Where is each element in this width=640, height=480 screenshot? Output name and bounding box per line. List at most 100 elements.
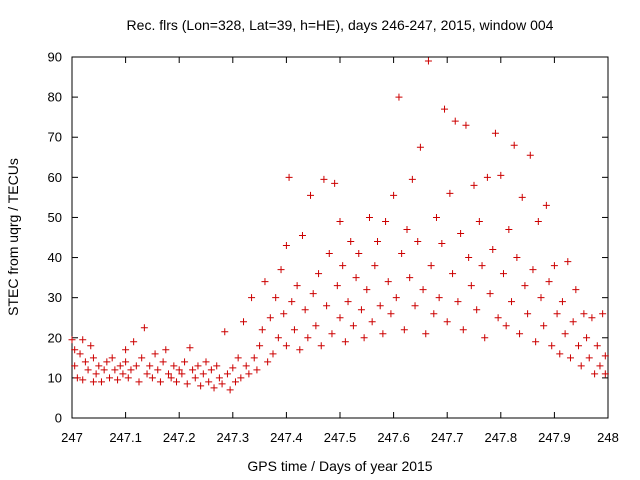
- data-point: [540, 322, 548, 330]
- data-point: [237, 374, 245, 382]
- data-point: [489, 246, 497, 254]
- data-point: [414, 238, 422, 246]
- data-point: [103, 358, 111, 366]
- data-point: [419, 286, 427, 294]
- data-point: [272, 294, 280, 302]
- data-point: [269, 350, 277, 358]
- data-point: [81, 358, 89, 366]
- data-point: [116, 362, 124, 370]
- data-point: [416, 143, 424, 151]
- data-point: [242, 362, 250, 370]
- data-point: [516, 330, 524, 338]
- data-point: [566, 354, 574, 362]
- data-point: [328, 330, 336, 338]
- data-point: [596, 362, 604, 370]
- data-point: [481, 334, 489, 342]
- data-point: [194, 362, 202, 370]
- plot-frame: [71, 56, 609, 419]
- data-point: [510, 141, 518, 149]
- data-point: [301, 306, 309, 314]
- data-point: [491, 129, 499, 137]
- data-point: [403, 225, 411, 233]
- data-point: [572, 286, 580, 294]
- data-point: [550, 262, 558, 270]
- data-point: [575, 342, 583, 350]
- data-point: [601, 352, 609, 360]
- data-point: [355, 250, 363, 258]
- data-point: [379, 330, 387, 338]
- data-point: [97, 378, 105, 386]
- data-point: [483, 173, 491, 181]
- data-point: [331, 179, 339, 187]
- data-point: [561, 330, 569, 338]
- data-point: [285, 173, 293, 181]
- data-point: [339, 262, 347, 270]
- data-point: [376, 302, 384, 310]
- data-point: [341, 338, 349, 346]
- data-point: [408, 175, 416, 183]
- data-point: [382, 217, 390, 225]
- data-point: [151, 350, 159, 358]
- data-point: [84, 366, 92, 374]
- data-point: [309, 290, 317, 298]
- data-point: [333, 282, 341, 290]
- data-point: [583, 334, 591, 342]
- data-point: [89, 354, 97, 362]
- data-point: [462, 121, 470, 129]
- data-point: [181, 358, 189, 366]
- data-point: [564, 258, 572, 266]
- data-point: [449, 270, 457, 278]
- data-point: [199, 370, 207, 378]
- data-point: [534, 217, 542, 225]
- data-point: [374, 238, 382, 246]
- data-point: [138, 354, 146, 362]
- data-point: [132, 362, 140, 370]
- data-point: [470, 181, 478, 189]
- data-point: [202, 358, 210, 366]
- data-point: [258, 326, 266, 334]
- data-point: [143, 370, 151, 378]
- data-point: [175, 366, 183, 374]
- data-point: [400, 326, 408, 334]
- data-point: [282, 342, 290, 350]
- x-tick-label: 247.1: [109, 430, 142, 445]
- data-point: [422, 330, 430, 338]
- data-point: [545, 278, 553, 286]
- data-point: [100, 366, 108, 374]
- plot-border: [71, 56, 609, 419]
- data-point: [521, 282, 529, 290]
- data-point: [87, 342, 95, 350]
- data-point: [558, 298, 566, 306]
- data-point: [585, 354, 593, 362]
- data-point: [197, 382, 205, 390]
- data-point: [79, 376, 87, 384]
- data-point: [207, 366, 215, 374]
- data-point: [467, 282, 475, 290]
- data-point: [146, 362, 154, 370]
- data-point: [68, 336, 76, 344]
- data-point: [186, 344, 194, 352]
- data-point: [170, 362, 178, 370]
- data-point: [245, 370, 253, 378]
- x-tick-label: 247.6: [377, 430, 410, 445]
- data-point: [124, 374, 132, 382]
- data-point: [411, 302, 419, 310]
- data-point: [532, 338, 540, 346]
- y-tick-label: 60: [48, 170, 62, 185]
- data-point: [368, 318, 376, 326]
- data-point: [106, 374, 114, 382]
- data-point: [344, 298, 352, 306]
- data-point: [148, 374, 156, 382]
- y-tick-label: 10: [48, 370, 62, 385]
- data-point: [280, 310, 288, 318]
- data-point: [406, 274, 414, 282]
- data-point: [392, 294, 400, 302]
- data-point: [266, 314, 274, 322]
- data-point: [164, 370, 172, 378]
- data-point: [71, 346, 79, 354]
- y-tick-label: 90: [48, 50, 62, 65]
- data-point: [588, 314, 596, 322]
- data-point: [76, 350, 84, 358]
- data-point: [71, 362, 79, 370]
